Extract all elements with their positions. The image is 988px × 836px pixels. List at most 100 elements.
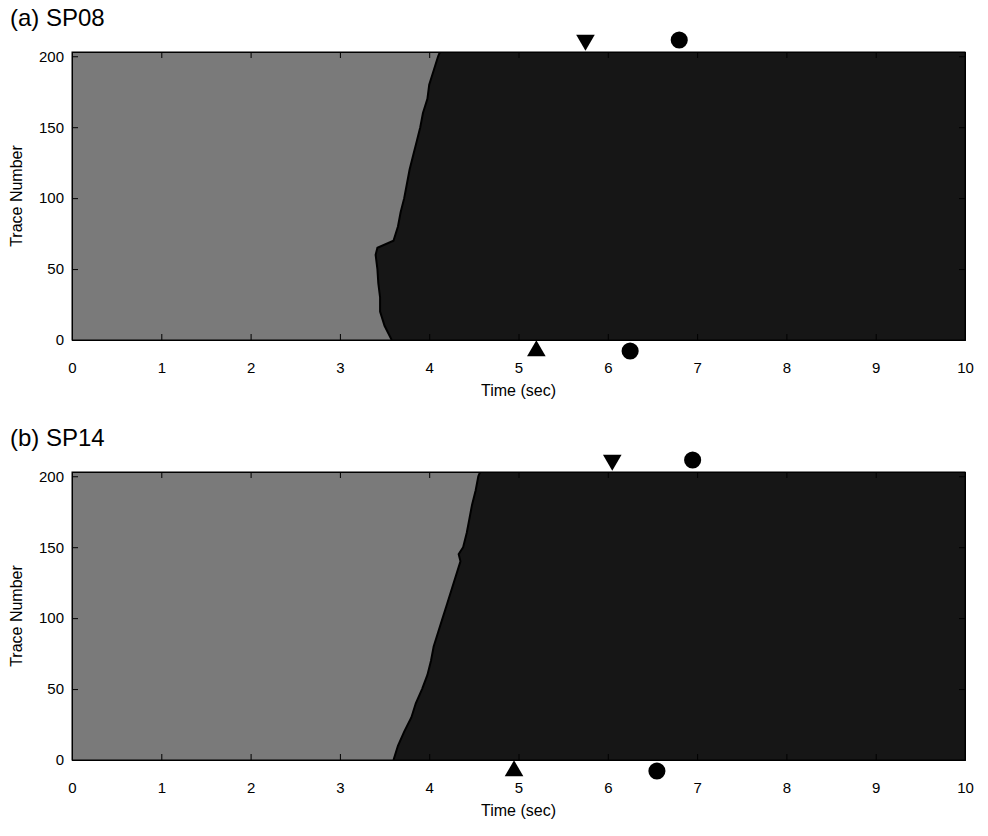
- x-tick-mark: [786, 754, 787, 760]
- x-tick-mark: [519, 754, 520, 760]
- x-tick-mark: [608, 334, 609, 340]
- x-tick: 7: [693, 334, 701, 376]
- signal-area: [393, 472, 965, 760]
- x-tick-top: [161, 52, 162, 58]
- x-tick-mark: [251, 52, 252, 58]
- y-tick-label: 0: [56, 751, 64, 768]
- y-tick-mark: [72, 340, 78, 341]
- x-tick-label: 10: [957, 359, 974, 376]
- x-tick-mark: [608, 52, 609, 58]
- x-tick-mark: [608, 472, 609, 478]
- y-tick-mark: [72, 760, 78, 761]
- x-tick-top: [340, 52, 341, 58]
- x-tick-mark: [519, 472, 520, 478]
- y-tick: 0: [56, 331, 78, 348]
- x-tick-mark: [340, 472, 341, 478]
- y-tick-label: 200: [39, 468, 64, 485]
- x-tick-top: [876, 52, 877, 58]
- y-tick-label: 0: [56, 331, 64, 348]
- y-tick-mark: [72, 198, 78, 199]
- x-tick-label: 8: [783, 359, 791, 376]
- x-tick-label: 8: [783, 779, 791, 796]
- x-axis-top: [73, 472, 966, 478]
- x-tick-top: [786, 52, 787, 58]
- x-tick-mark: [608, 754, 609, 760]
- y-axis-right: [959, 473, 966, 761]
- y-tick-label: 150: [39, 538, 64, 555]
- x-tick: 9: [872, 334, 880, 376]
- y-tick-mark: [959, 198, 965, 199]
- y-axis-right: [959, 53, 966, 341]
- y-tick: 200: [39, 48, 78, 65]
- x-tick-mark: [251, 472, 252, 478]
- x-tick-label: 4: [426, 779, 434, 796]
- y-tick-right: [959, 689, 965, 690]
- x-tick-label: 0: [68, 779, 76, 796]
- plot-frame: [72, 472, 965, 760]
- y-tick-right: [959, 476, 965, 477]
- x-tick-top: [429, 472, 430, 478]
- x-axis-top: [73, 52, 966, 58]
- y-axis-title: Trace Number: [8, 145, 25, 247]
- x-tick-mark: [429, 334, 430, 340]
- y-tick-mark: [72, 476, 78, 477]
- y-tick: 50: [47, 680, 78, 697]
- x-tick-mark: [876, 52, 877, 58]
- y-tick: 200: [39, 468, 78, 485]
- y-tick-mark: [959, 760, 965, 761]
- x-tick: 3: [336, 334, 344, 376]
- y-tick-label: 50: [47, 260, 64, 277]
- x-tick-mark: [876, 472, 877, 478]
- x-tick-mark: [876, 754, 877, 760]
- y-tick-mark: [959, 618, 965, 619]
- x-axis: 012345678910: [68, 754, 974, 796]
- x-tick-label: 4: [426, 359, 434, 376]
- x-tick: 2: [247, 754, 255, 796]
- panel-title: (b) SP14: [10, 424, 105, 451]
- x-tick: 5: [515, 334, 523, 376]
- plot-background: [72, 472, 965, 760]
- y-axis-line: [73, 53, 79, 341]
- x-tick-label: 10: [957, 779, 974, 796]
- x-tick-mark: [340, 52, 341, 58]
- x-tick-top: [429, 52, 430, 58]
- x-tick-mark: [161, 334, 162, 340]
- y-axis-right-line: [959, 53, 966, 341]
- y-tick-label: 100: [39, 189, 64, 206]
- x-axis-line: [73, 334, 966, 341]
- x-tick-label: 2: [247, 779, 255, 796]
- x-tick-mark: [251, 754, 252, 760]
- pick-marker: [603, 455, 622, 471]
- pick-marker: [648, 762, 665, 779]
- x-tick-label: 5: [515, 779, 523, 796]
- x-tick-mark: [519, 334, 520, 340]
- x-tick-mark: [697, 52, 698, 58]
- pick-marker: [622, 342, 639, 359]
- x-tick: 8: [783, 754, 791, 796]
- x-tick-label: 3: [336, 359, 344, 376]
- x-tick-mark: [429, 754, 430, 760]
- x-tick: 8: [783, 334, 791, 376]
- y-tick-mark: [959, 476, 965, 477]
- y-axis: 050100150200: [39, 468, 78, 769]
- pick-marker: [505, 760, 524, 776]
- pick-marker: [671, 31, 688, 48]
- y-tick-mark: [72, 127, 78, 128]
- x-axis-top-line: [73, 473, 966, 479]
- x-tick-mark: [251, 334, 252, 340]
- y-tick-label: 200: [39, 48, 64, 65]
- y-tick-right: [959, 127, 965, 128]
- x-tick: 4: [426, 754, 434, 796]
- x-tick-mark: [786, 52, 787, 58]
- y-tick-right: [959, 198, 965, 199]
- figure: 012345678910050100150200(a) SP08Time (se…: [0, 0, 988, 836]
- y-tick-mark: [72, 269, 78, 270]
- x-tick-mark: [697, 334, 698, 340]
- x-tick-mark: [876, 334, 877, 340]
- x-axis-top-line: [73, 53, 966, 59]
- y-tick-mark: [959, 56, 965, 57]
- y-tick-mark: [959, 269, 965, 270]
- x-tick-top: [161, 472, 162, 478]
- x-tick-top: [340, 472, 341, 478]
- x-tick-label: 6: [604, 359, 612, 376]
